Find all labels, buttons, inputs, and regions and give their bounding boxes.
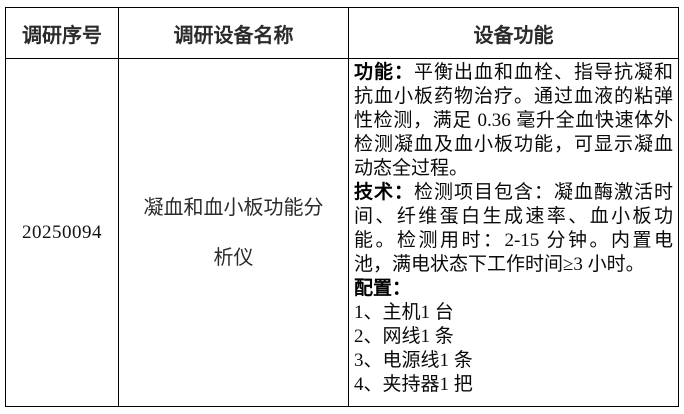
device-name: 凝血和血小板功能分析仪	[143, 196, 324, 269]
device-name-cell: 凝血和血小板功能分析仪	[118, 58, 349, 407]
function-label: 功能：	[354, 62, 414, 83]
config-item: 4、夹持器1 把	[354, 373, 673, 397]
config-item: 3、电源线1 条	[354, 349, 673, 373]
header-row: 调研序号 调研设备名称 设备功能	[5, 7, 679, 59]
config-item-qty: 1 条	[439, 350, 473, 371]
device-function-cell: 功能：平衡出血和血栓、指导抗凝和抗血小板药物治疗。通过血液的粘弹性检测，满足 0…	[348, 58, 679, 407]
config-label: 配置：	[354, 278, 412, 299]
function-text: 平衡出血和血栓、指导抗凝和抗血小板药物治疗。通过血液的粘弹性检测，满足 0.36…	[354, 62, 673, 179]
function-section: 功能：平衡出血和血栓、指导抗凝和抗血小板药物治疗。通过血液的粘弹性检测，满足 0…	[354, 61, 673, 181]
config-item: 2、网线1 条	[354, 325, 673, 349]
config-item: 1、主机1 台	[354, 301, 673, 325]
config-item-name: 3、电源线	[354, 350, 440, 371]
technical-section: 技术：检测项目包含：凝血酶激活时间、纤维蛋白生成速率、血小板功能。检测用时：2-…	[354, 181, 673, 277]
config-section: 配置：	[354, 277, 673, 301]
serial-cell: 20250094	[5, 58, 119, 407]
config-item-qty: 1 台	[420, 302, 454, 323]
header-device-name: 调研设备名称	[118, 7, 349, 59]
header-survey-serial: 调研序号	[5, 7, 119, 59]
config-item-name: 1、主机	[354, 302, 421, 323]
header-device-function: 设备功能	[348, 7, 679, 59]
technical-text: 检测项目包含：凝血酶激活时间、纤维蛋白生成速率、血小板功能。检测用时：2-15 …	[354, 182, 673, 275]
table-row: 20250094 凝血和血小板功能分析仪 功能：平衡出血和血栓、指导抗凝和抗血小…	[5, 58, 679, 407]
equipment-survey-table: 调研序号 调研设备名称 设备功能 20250094 凝血和血小板功能分析仪 功能…	[5, 7, 679, 407]
serial-number: 20250094	[22, 221, 102, 243]
config-item-qty: 1 条	[420, 326, 454, 347]
technical-label: 技术：	[354, 182, 414, 203]
config-item-name: 2、网线	[354, 326, 421, 347]
config-item-name: 4、夹持器	[354, 374, 440, 395]
config-item-qty: 1 把	[439, 374, 473, 395]
